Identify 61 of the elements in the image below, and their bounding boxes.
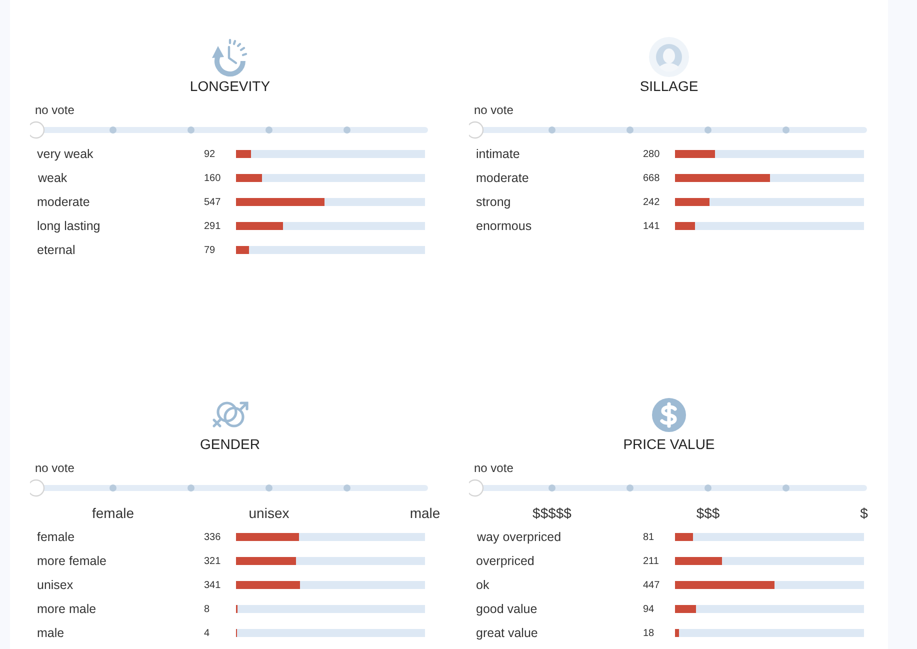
data-label: 668 <box>643 173 660 184</box>
data-label: 94 <box>643 604 655 615</box>
data-label: 321 <box>204 556 222 567</box>
y-tick-label: very weak <box>37 147 94 161</box>
bar <box>675 604 696 614</box>
y-tick-label: intimate <box>476 147 520 161</box>
y-tick-label: ok <box>476 578 490 592</box>
text: unisex <box>248 505 290 521</box>
y-tick-label: more male <box>37 602 96 616</box>
text: female <box>92 505 134 521</box>
y-tick-label: moderate <box>476 171 529 185</box>
text: $$$ <box>696 505 720 521</box>
y-tick-label: strong <box>476 195 511 209</box>
text: $$$$$ <box>532 505 572 521</box>
y-tick-label: great value <box>476 626 538 640</box>
y-tick-label: way overpriced <box>476 530 562 544</box>
y-tick-label: male <box>37 626 64 640</box>
data-label: 242 <box>643 197 660 208</box>
bar <box>675 198 710 206</box>
chart-title: LONGEVITY <box>188 77 272 95</box>
y-tick-label: eternal <box>37 243 76 257</box>
data-label: 336 <box>204 532 222 543</box>
data-label: 341 <box>204 580 222 591</box>
y-tick-label: more female <box>37 554 107 568</box>
y-tick-label: overpriced <box>476 554 534 568</box>
data-label: 291 <box>204 221 222 232</box>
bar <box>675 150 715 158</box>
text: no vote <box>474 102 514 118</box>
chart-title: GENDER <box>199 435 261 453</box>
data-label: 18 <box>643 628 655 639</box>
text: no vote <box>35 460 74 476</box>
data-label: 141 <box>643 221 660 232</box>
bar <box>675 628 679 638</box>
data-label: 81 <box>643 532 655 543</box>
y-tick-label: enormous <box>476 219 532 233</box>
data-label: 92 <box>204 149 216 160</box>
y-tick-label: long lasting <box>37 219 100 233</box>
data-label: 4 <box>204 628 210 639</box>
text: no vote <box>35 102 74 118</box>
data-label: 160 <box>204 173 222 184</box>
data-label: 79 <box>204 245 216 256</box>
bar <box>236 246 249 254</box>
chart-title: SILLAGE <box>638 77 700 95</box>
data-label: 8 <box>204 604 210 615</box>
y-tick-label: weak <box>37 171 68 185</box>
y-tick-label: moderate <box>37 195 90 209</box>
text: male <box>410 505 440 521</box>
data-label: 211 <box>643 556 660 567</box>
data-label: 447 <box>643 580 660 591</box>
text: no vote <box>474 460 514 476</box>
chart-title: PRICE VALUE <box>622 435 716 453</box>
y-tick-label: good value <box>476 602 538 616</box>
y-tick-label: unisex <box>37 578 74 592</box>
data-label: 280 <box>643 149 660 160</box>
text: $ <box>860 505 868 521</box>
data-label: 547 <box>204 197 222 208</box>
bar <box>236 174 262 182</box>
y-tick-label: female <box>37 530 75 544</box>
bar <box>236 150 251 158</box>
bar <box>675 222 696 230</box>
bar <box>675 532 693 542</box>
